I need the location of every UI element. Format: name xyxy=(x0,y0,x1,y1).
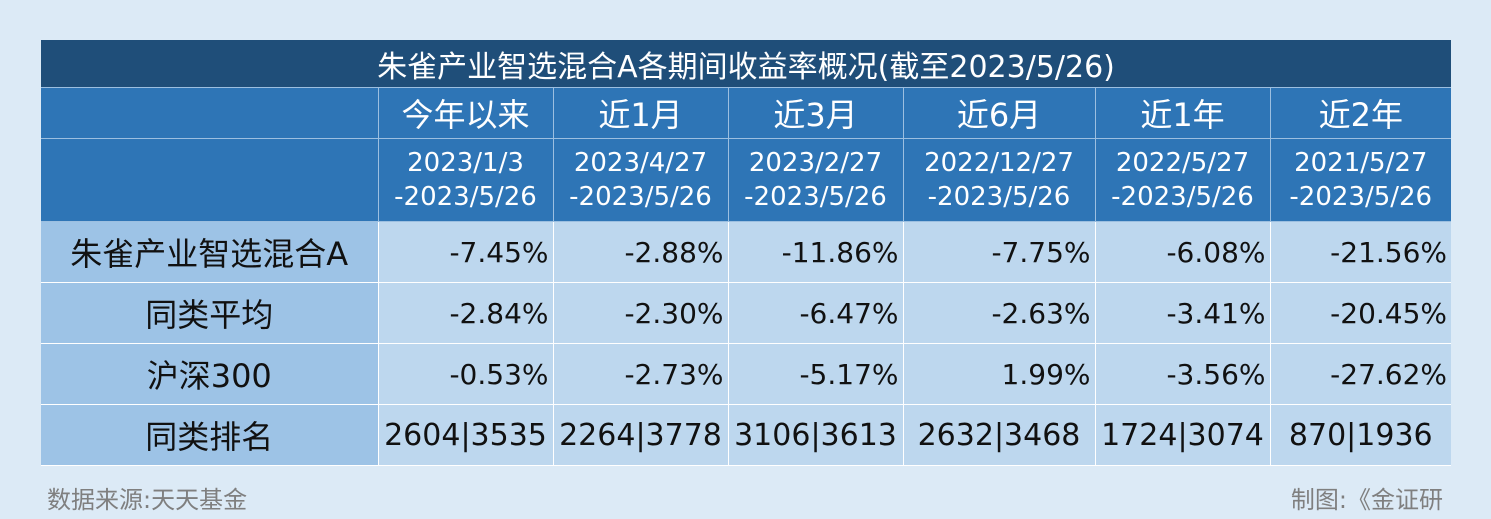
period-header: 近6月 xyxy=(902,87,1095,139)
range-start: 2023/4/27 xyxy=(573,148,708,178)
table-row: 朱雀产业智选混合A -7.45% -2.88% -11.86% -7.75% -… xyxy=(41,221,1452,283)
row-label: 沪深300 xyxy=(41,343,378,405)
value-cell: -21.56% xyxy=(1269,221,1452,283)
date-range-cell: 2023/1/3 -2023/5/26 xyxy=(377,138,553,222)
range-end: -2023/5/26 xyxy=(394,182,537,212)
returns-table: 朱雀产业智选混合A各期间收益率概况(截至2023/5/26) 今年以来 近1月 … xyxy=(41,40,1452,466)
value-cell: -3.41% xyxy=(1094,282,1270,344)
rank-cell: 3106|3613 xyxy=(727,404,903,466)
rank-cell: 2264|3778 xyxy=(552,404,728,466)
range-start: 2021/5/27 xyxy=(1294,148,1428,178)
value-cell: -6.47% xyxy=(727,282,903,344)
data-source-note: 数据来源:天天基金 xyxy=(47,486,248,514)
value-cell: -2.84% xyxy=(377,282,553,344)
value-cell: -3.56% xyxy=(1094,343,1270,405)
table-title: 朱雀产业智选混合A各期间收益率概况(截至2023/5/26) xyxy=(41,40,1452,88)
range-end: -2023/5/26 xyxy=(1289,182,1433,212)
table-row: 沪深300 -0.53% -2.73% -5.17% 1.99% -3.56% … xyxy=(41,343,1452,405)
period-header: 近1年 xyxy=(1094,87,1270,139)
chart-credit: 制图:《金证研 xyxy=(1290,486,1443,514)
period-header: 近1月 xyxy=(552,87,728,139)
range-end: -2023/5/26 xyxy=(569,182,712,212)
range-start: 2022/5/27 xyxy=(1115,148,1250,178)
rank-cell: 2632|3468 xyxy=(902,404,1095,466)
value-cell: -2.30% xyxy=(552,282,728,344)
value-cell: -11.86% xyxy=(727,221,903,283)
range-end: -2023/5/26 xyxy=(744,182,887,212)
range-start: 2023/2/27 xyxy=(748,148,883,178)
range-start: 2023/1/3 xyxy=(407,148,524,178)
value-cell: -7.75% xyxy=(902,221,1095,283)
date-range-cell: 2022/5/27 -2023/5/26 xyxy=(1094,138,1270,222)
rank-cell: 2604|3535 xyxy=(377,404,553,466)
date-range-row: 2023/1/3 -2023/5/26 2023/4/27 -2023/5/26 2… xyxy=(41,138,1452,222)
range-end: -2023/5/26 xyxy=(1111,182,1254,212)
period-header: 今年以来 xyxy=(377,87,553,139)
row-label: 同类排名 xyxy=(41,404,378,466)
period-header-corner xyxy=(41,87,378,139)
returns-table-container: 朱雀产业智选混合A各期间收益率概况(截至2023/5/26) 今年以来 近1月 … xyxy=(41,40,1452,466)
date-range-cell: 2023/4/27 -2023/5/26 xyxy=(552,138,728,222)
table-row: 同类平均 -2.84% -2.30% -6.47% -2.63% -3.41% … xyxy=(41,282,1452,344)
range-end: -2023/5/26 xyxy=(927,182,1071,212)
value-cell: -2.73% xyxy=(552,343,728,405)
title-row: 朱雀产业智选混合A各期间收益率概况(截至2023/5/26) xyxy=(41,40,1452,88)
value-cell: -27.62% xyxy=(1269,343,1452,405)
period-header: 近3月 xyxy=(727,87,903,139)
date-range-cell: 2022/12/27 -2023/5/26 xyxy=(902,138,1095,222)
value-cell: -6.08% xyxy=(1094,221,1270,283)
value-cell: 1.99% xyxy=(902,343,1095,405)
rank-cell: 870|1936 xyxy=(1269,404,1452,466)
value-cell: -20.45% xyxy=(1269,282,1452,344)
value-cell: -5.17% xyxy=(727,343,903,405)
rank-cell: 1724|3074 xyxy=(1094,404,1270,466)
date-range-corner xyxy=(41,138,378,222)
row-label: 朱雀产业智选混合A xyxy=(41,221,378,283)
value-cell: -2.63% xyxy=(902,282,1095,344)
date-range-cell: 2023/2/27 -2023/5/26 xyxy=(727,138,903,222)
range-start: 2022/12/27 xyxy=(924,148,1074,178)
value-cell: -7.45% xyxy=(377,221,553,283)
period-header: 近2年 xyxy=(1269,87,1452,139)
table-row: 同类排名 2604|3535 2264|3778 3106|3613 2632|… xyxy=(41,404,1452,466)
period-header-row: 今年以来 近1月 近3月 近6月 近1年 近2年 xyxy=(41,87,1452,139)
value-cell: -0.53% xyxy=(377,343,553,405)
row-label: 同类平均 xyxy=(41,282,378,344)
date-range-cell: 2021/5/27 -2023/5/26 xyxy=(1269,138,1452,222)
value-cell: -2.88% xyxy=(552,221,728,283)
